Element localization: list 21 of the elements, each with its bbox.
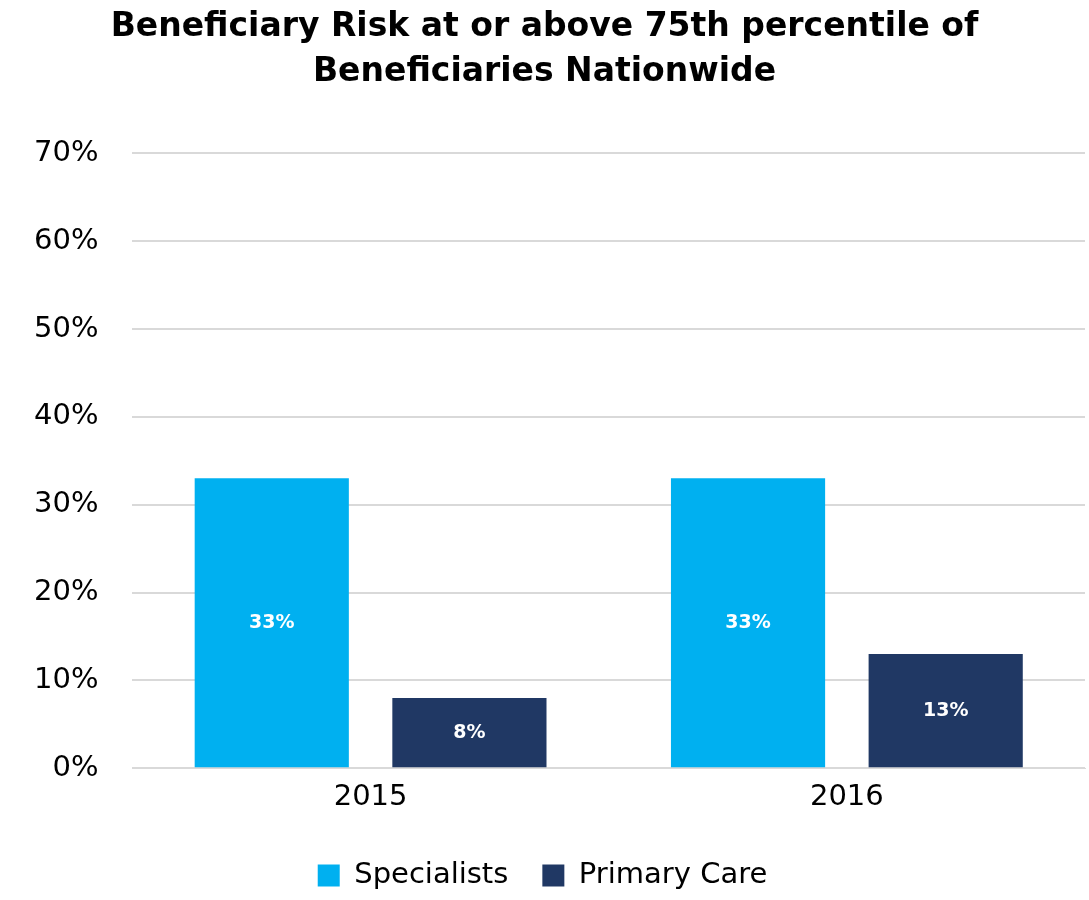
y-tick-label: 50% — [33, 309, 99, 344]
y-tick-label: 70% — [33, 133, 99, 168]
y-tick-label: 20% — [33, 573, 99, 608]
bar — [194, 478, 349, 768]
y-tick-label: 30% — [33, 485, 99, 520]
bar — [392, 697, 547, 768]
y-tick-label: 40% — [33, 397, 99, 432]
x-tick-label: 2015 — [333, 778, 408, 813]
x-tick-label: 2016 — [809, 778, 884, 813]
data-label: 8% — [453, 719, 486, 742]
y-tick-label: 0% — [52, 748, 99, 783]
y-tick-label: 60% — [33, 221, 99, 256]
data-label: 33% — [725, 609, 771, 632]
legend-label: Specialists — [354, 856, 509, 891]
data-label: 13% — [922, 697, 969, 720]
bar — [670, 478, 826, 768]
data-label: 33% — [249, 609, 295, 632]
chart-title: Beneficiary Risk at or above 75th percentile of Beneficiaries Nationwide — [109, 4, 980, 91]
y-tick-label: 10% — [33, 660, 99, 695]
bar — [868, 654, 1023, 768]
legend-label: Primary Care — [578, 856, 768, 891]
